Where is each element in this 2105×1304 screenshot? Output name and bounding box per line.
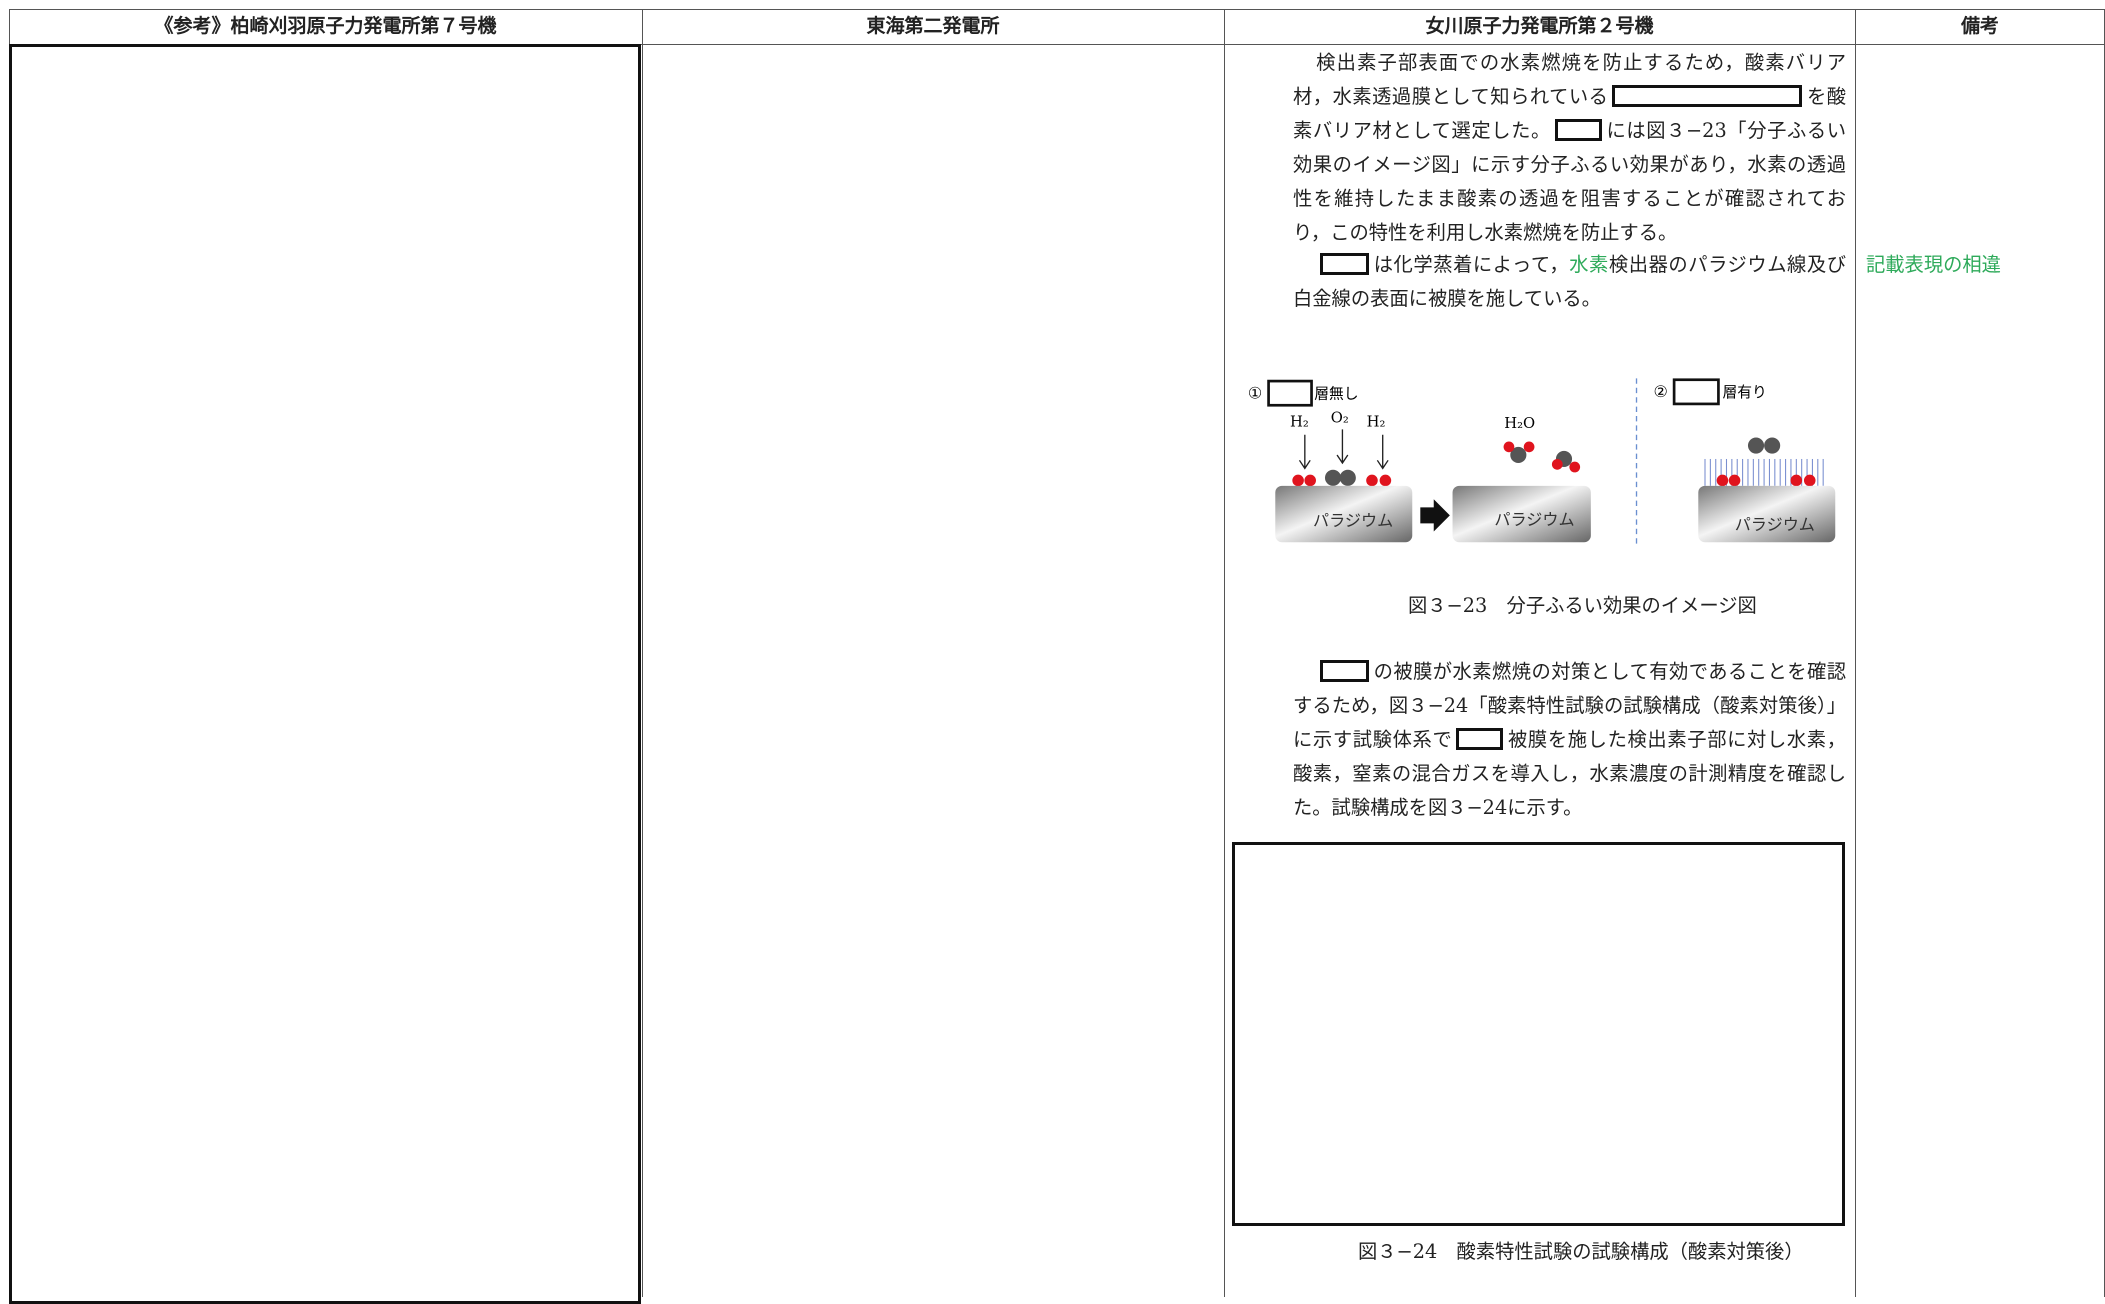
redaction bbox=[1672, 378, 1720, 406]
block bbox=[1452, 485, 1591, 543]
remark: 記載表現の相違 bbox=[1866, 253, 2001, 276]
column-rule bbox=[1855, 9, 1856, 1297]
label: パラジウム bbox=[1735, 515, 1815, 534]
block bbox=[1275, 485, 1413, 543]
redaction bbox=[1267, 379, 1313, 407]
text: 被膜を施した検出素子部に対し水素，酸素，窒素の混合ガスを導入し，水素濃度の計測精… bbox=[1293, 728, 1846, 819]
redaction bbox=[1456, 728, 1504, 750]
label: ② bbox=[1653, 382, 1667, 401]
paragraph: 検出素子部表面での水素燃焼を防止するため，酸素バリア材，水素透過膜として知られて… bbox=[1293, 46, 1846, 250]
arrows bbox=[1298, 429, 1389, 470]
molecule bbox=[1803, 474, 1816, 487]
block bbox=[1698, 485, 1836, 543]
molecule bbox=[1790, 474, 1803, 487]
redacted-figure bbox=[1232, 842, 1845, 1226]
text: 検出素子部表面での水素燃焼を防止するため，酸素バリア材，水素透過膜として知られて… bbox=[1293, 51, 1846, 108]
caption: 図３−24 酸素特性試験の試験構成（酸素対策後） bbox=[1358, 1240, 1804, 1263]
text: には図３−23「分子ふるい効果のイメージ図」に示す分子ふるい効果があり，水素の透… bbox=[1293, 119, 1846, 244]
redaction bbox=[1612, 85, 1803, 107]
text: の被膜が水素燃焼の対策として有効であることを確認するため，図３−24「酸素特性試… bbox=[1293, 660, 1846, 751]
label: ① bbox=[1248, 384, 1262, 403]
column-rule bbox=[642, 9, 643, 1297]
label: パラジウム bbox=[1494, 510, 1574, 529]
label: O₂ bbox=[1331, 410, 1349, 427]
text: を酸素バリア材として選定した。 bbox=[1293, 85, 1847, 142]
molecule bbox=[1728, 474, 1741, 487]
left-frame bbox=[9, 44, 641, 1304]
text: 検出器のパラジウム線及び白金線の表面に被膜を施している。 bbox=[1293, 253, 1847, 310]
figure: ① 層無し H₂ O₂ H₂ パラジウム パラジウム H₂O ② 層有り パラジ… bbox=[1248, 378, 1836, 545]
label: 層無し bbox=[1314, 386, 1358, 403]
redaction bbox=[1320, 253, 1370, 275]
label: H₂ bbox=[1367, 414, 1386, 431]
text: は化学蒸着によって， bbox=[1373, 253, 1570, 276]
column-header: 東海第二発電所 bbox=[866, 15, 1000, 37]
redaction bbox=[1554, 119, 1602, 141]
arrow bbox=[1420, 499, 1450, 532]
label: H₂O bbox=[1504, 415, 1535, 432]
header-rule bbox=[9, 44, 2105, 45]
column-header: 《参考》柏崎刈羽原子力発電所第７号機 bbox=[154, 15, 497, 37]
label: 層有り bbox=[1722, 384, 1766, 401]
label: H₂ bbox=[1290, 414, 1309, 431]
column-rule bbox=[1224, 9, 1225, 1297]
column-header: 女川原子力発電所第２号機 bbox=[1425, 15, 1654, 37]
text: 水素 bbox=[1569, 253, 1609, 276]
label: パラジウム bbox=[1313, 511, 1393, 530]
paragraph: は化学蒸着によって，水素検出器のパラジウム線及び白金線の表面に被膜を施している。 bbox=[1293, 248, 1846, 316]
molecules bbox=[1292, 437, 1781, 487]
molecule bbox=[1716, 474, 1729, 487]
redaction bbox=[1320, 660, 1370, 682]
caption: 図３−23 分子ふるい効果のイメージ図 bbox=[1408, 594, 1757, 617]
paragraph: の被膜が水素燃焼の対策として有効であることを確認するため，図３−24「酸素特性試… bbox=[1293, 655, 1846, 825]
column-header: 備考 bbox=[1960, 15, 1999, 37]
